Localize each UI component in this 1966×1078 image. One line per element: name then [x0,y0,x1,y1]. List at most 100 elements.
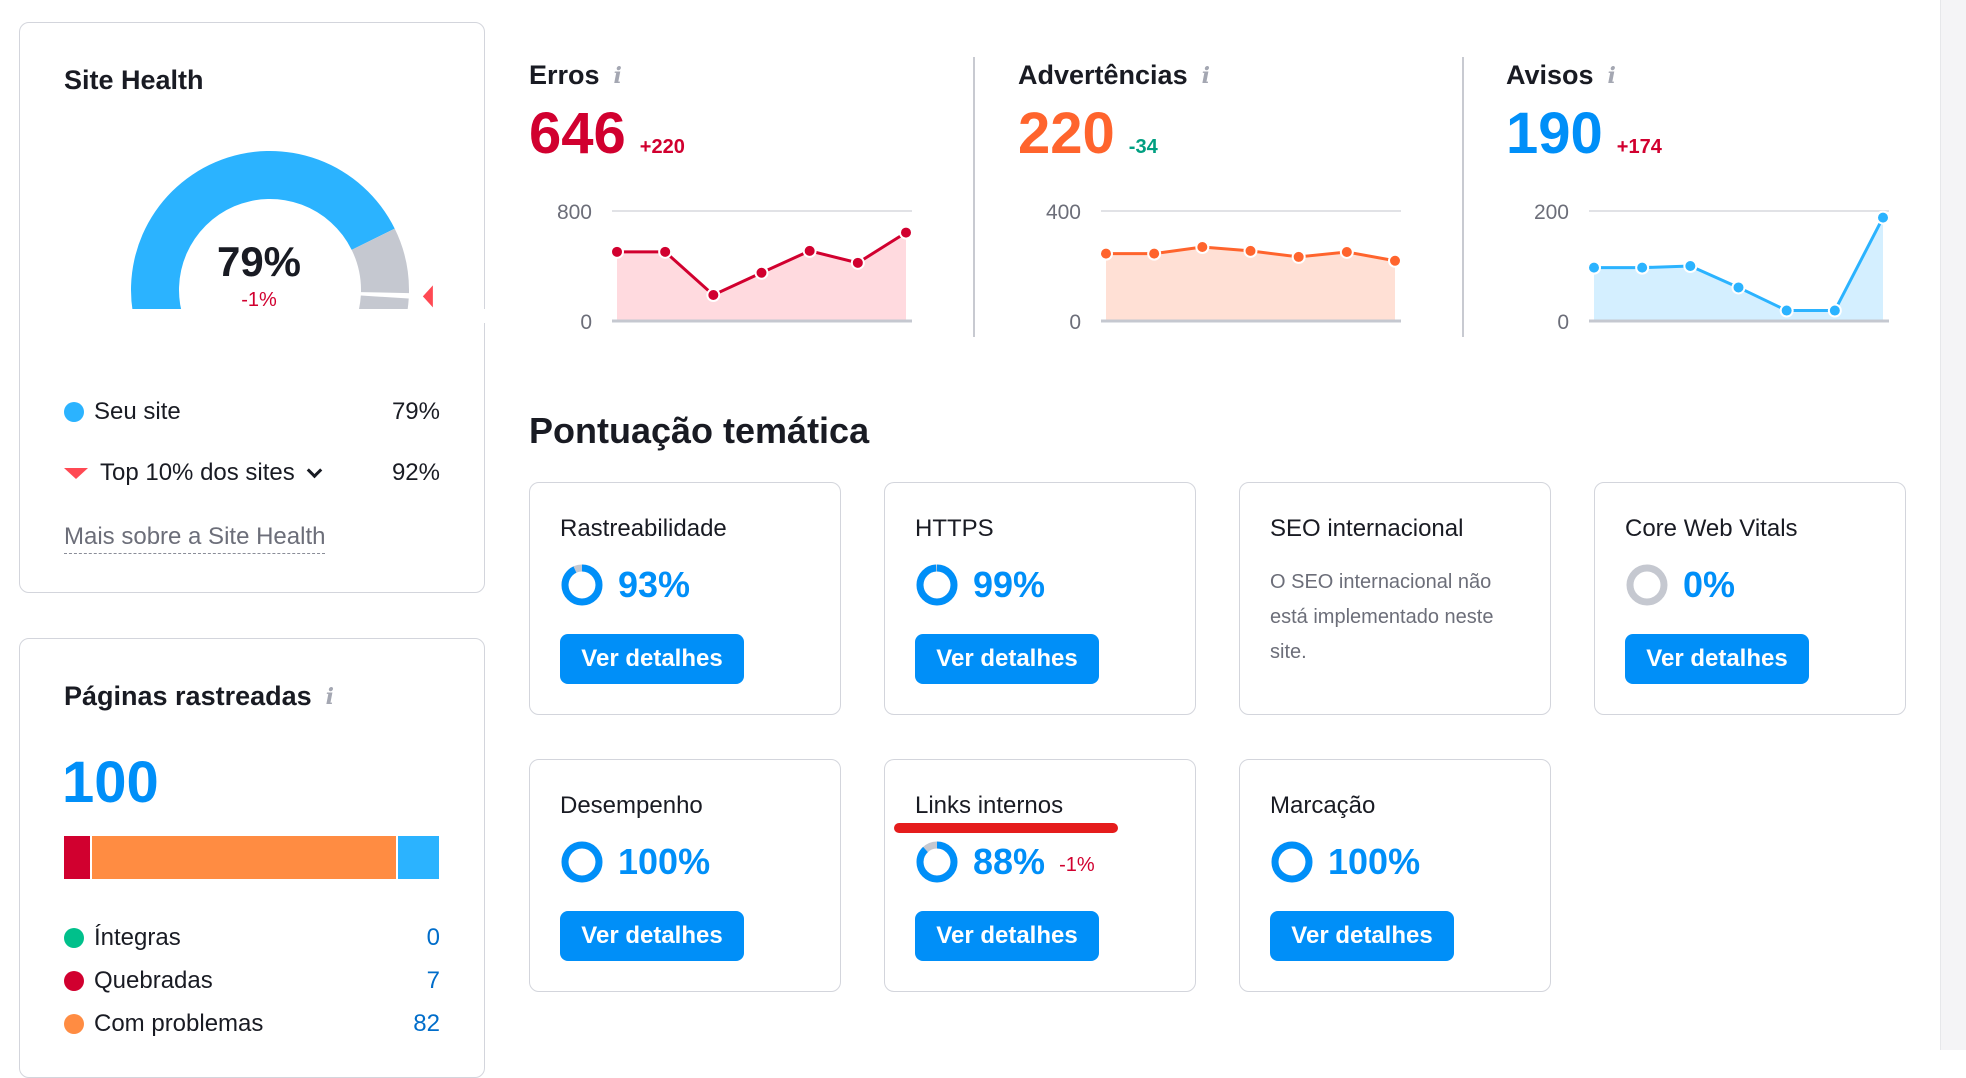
sparkline-point[interactable] [1731,280,1746,295]
metric-erros: Erros i 646 +220 [529,60,685,166]
sparkline-point[interactable] [1876,210,1890,225]
gauge-rest-arc [351,228,410,294]
top10-marker-icon [422,285,433,308]
sparkline-point[interactable] [1388,253,1402,268]
crawled-bar [64,836,439,879]
sparkline-point[interactable] [658,244,673,259]
thematic-card-marcação: Marcação 100% Ver detalhes [1239,759,1551,992]
sparkline-point[interactable] [1635,260,1650,275]
sparkline-chart: 400 0 [1046,201,1402,334]
legend-top10[interactable]: Top 10% dos sites 92% [64,459,440,487]
red-dot-icon [64,971,84,991]
sparkline-point[interactable] [1147,246,1162,261]
metric-value[interactable]: 220 [1018,101,1115,166]
crawled-bar-segment[interactable] [398,836,439,879]
crawled-pages-card: Páginas rastreadas i 100 Íntegras 0 Quebr… [19,638,485,1078]
thematic-card-title: Rastreabilidade [560,515,727,542]
legend-value: 92% [391,459,440,486]
crawled-title-text: Páginas rastreadas [64,681,312,711]
ver-detalhes-button[interactable]: Ver detalhes [915,911,1099,961]
y-tick-label: 200 [1534,201,1569,224]
thematic-score: 0% [1625,563,1735,607]
metric-delta: +174 [1616,136,1662,158]
crawled-bar-segment[interactable] [91,836,397,879]
sparkline-point[interactable] [1587,260,1601,275]
ver-detalhes-button[interactable]: Ver detalhes [1270,911,1454,961]
legend-seu-site: Seu site 79% [64,398,440,426]
sparkline-point[interactable] [706,288,721,303]
info-icon[interactable]: i [1201,62,1210,89]
site-health-score: 79% [216,238,302,285]
site-health-card: Site Health 79% -1% Seu site 79% Top 10%… [19,22,486,593]
ver-detalhes-button[interactable]: Ver detalhes [560,634,744,684]
metric-title: Advertências i [1018,60,1210,91]
legend-value[interactable]: 0 [426,924,440,951]
score-ring-icon [561,841,603,883]
metric-value-row: 220 -34 [1018,100,1158,167]
thematic-score-value: 93% [618,564,691,605]
thematic-title: Pontuação temática [529,410,870,451]
thematic-card-core-web-vitals: Core Web Vitals 0% Ver detalhes [1594,482,1906,715]
sparkline-point[interactable] [802,243,817,258]
sparkline-point[interactable] [899,225,913,240]
sparkline-point[interactable] [1779,303,1794,318]
y-tick-label: 0 [1557,311,1569,334]
ver-detalhes-button[interactable]: Ver detalhes [1625,634,1809,684]
score-ring-icon [1626,564,1668,606]
thematic-card-title: HTTPS [915,515,994,542]
thematic-score-value: 99% [973,564,1046,605]
chevron-down-icon[interactable] [306,462,323,478]
score-ring-icon [561,564,603,606]
sparkline-point[interactable] [1683,259,1698,273]
thematic-card-https: HTTPS 99% Ver detalhes [884,482,1196,715]
metric-title: Erros i [529,60,622,91]
sparkline-point[interactable] [850,255,865,270]
info-icon[interactable]: i [1607,62,1616,89]
sparkline-point[interactable] [1339,244,1354,259]
thematic-card-desempenho: Desempenho 100% Ver detalhes [529,759,841,992]
legend-integras: Íntegras 0 [64,924,440,952]
triangle-down-icon [64,467,88,479]
metric-value-row: 190 +174 [1506,100,1662,167]
thematic-score-value: 100% [618,841,711,882]
metric-delta: +220 [639,136,685,158]
metric-value[interactable]: 190 [1506,101,1603,166]
divider [973,57,975,337]
thematic-card-title: SEO internacional [1270,515,1464,542]
sparkline-point[interactable] [1243,243,1258,258]
metric-title-text: Advertências [1018,60,1188,90]
crawled-bar-segment[interactable] [64,836,90,879]
metric-value[interactable]: 646 [529,101,626,166]
thematic-score: 88% -1% [915,840,1095,884]
sparkline-point[interactable] [610,244,624,259]
legend-value[interactable]: 82 [413,1010,440,1037]
info-icon[interactable]: i [613,62,622,89]
site-health-link[interactable]: Mais sobre a Site Health [64,523,326,554]
metric-advertências: Advertências i 220 -34 [1018,60,1210,166]
sparkline-point[interactable] [1195,240,1210,255]
sparkline-point[interactable] [1291,249,1306,264]
gauge-mask [20,309,486,323]
thematic-score-value: 88% [973,841,1046,882]
sparkline-point[interactable] [1827,303,1842,318]
scrollbar[interactable] [1940,0,1966,1050]
thematic-card-title: Links internos [915,792,1064,819]
ver-detalhes-button[interactable]: Ver detalhes [915,634,1099,684]
metric-title-text: Erros [529,60,600,90]
metric-delta: -34 [1128,136,1158,158]
gauge-site-arc [131,151,395,323]
ver-detalhes-button[interactable]: Ver detalhes [560,911,744,961]
crawled-pages-title: Páginas rastreadas i [64,681,334,712]
thematic-card-seo-internacional: SEO internacional O SEO internacional não… [1239,482,1551,715]
y-tick-label: 0 [580,311,592,334]
info-icon[interactable]: i [325,683,334,710]
orange-dot-icon [64,1014,84,1034]
site-health-delta: -1% [241,289,277,311]
thematic-card-title: Marcação [1270,792,1376,819]
sparkline-point[interactable] [1099,246,1113,261]
sparkline-point[interactable] [754,265,769,280]
metric-title-text: Avisos [1506,60,1594,90]
legend-value[interactable]: 7 [426,967,440,994]
site-health-title: Site Health [64,65,204,95]
thematic-score-value: 0% [1683,564,1736,605]
